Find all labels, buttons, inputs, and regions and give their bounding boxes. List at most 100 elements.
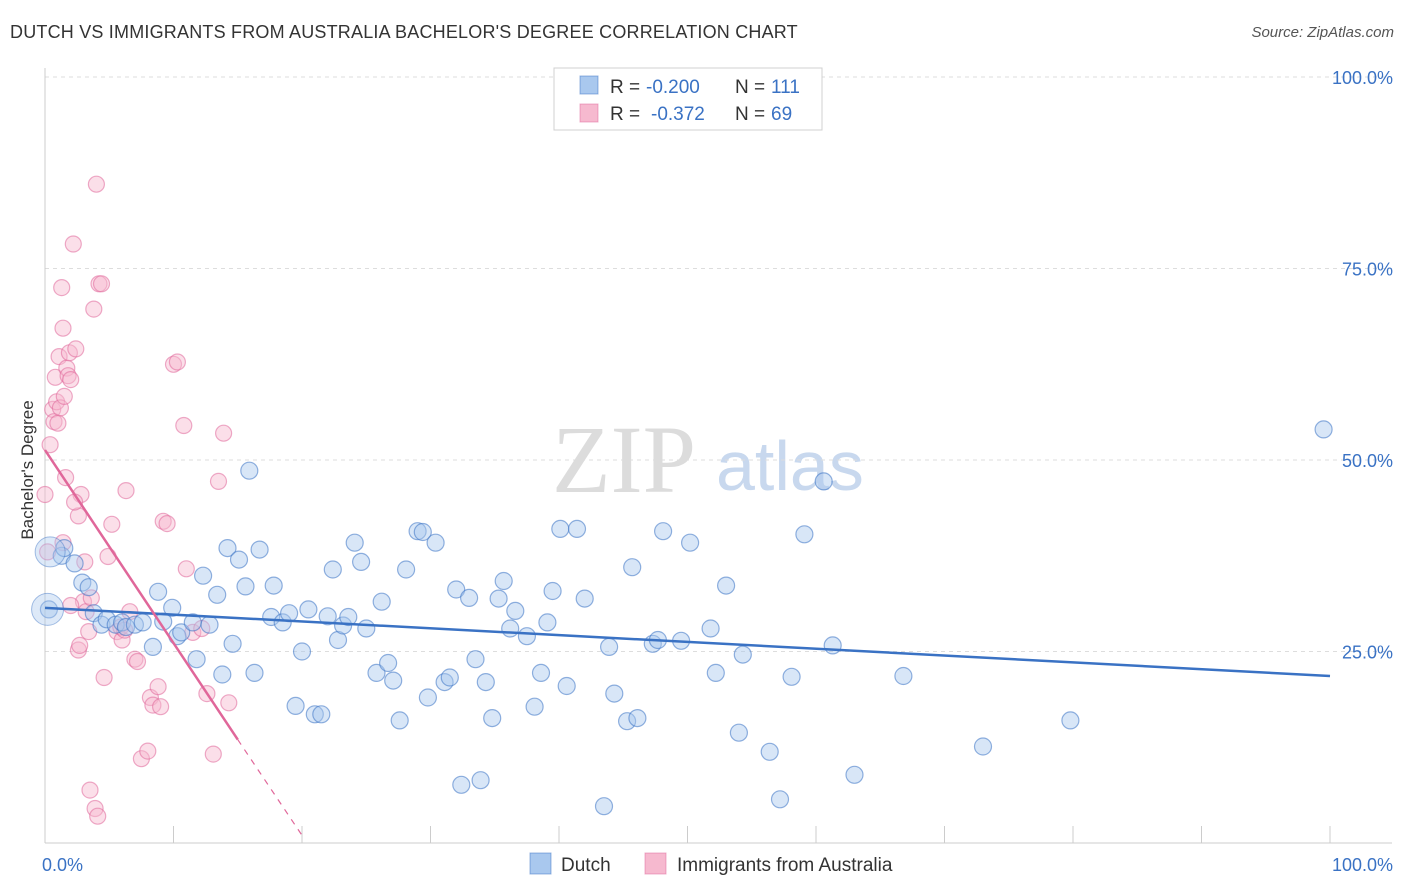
dutch-point-14 xyxy=(143,637,162,657)
australia-point-50 xyxy=(177,560,195,578)
australia-point-7 xyxy=(49,414,67,432)
dutch-point-30 xyxy=(240,461,259,480)
dutch-point-4 xyxy=(73,573,92,592)
dutch-point-27 xyxy=(223,634,242,653)
legend-bottom-label-dutch: Dutch xyxy=(561,855,611,876)
dutch-point-69 xyxy=(489,589,508,608)
trend-line-dutch xyxy=(44,606,1331,678)
trend-line-australia-extension xyxy=(237,739,303,836)
correlation-legend: R = -0.200 N = 111 R = -0.372 N = 69 xyxy=(553,67,823,131)
legend-bottom-label-australia: Immigrants from Australia xyxy=(677,855,893,876)
y-axis-label: Bachelor's Degree xyxy=(18,400,37,539)
dutch-point-63 xyxy=(452,775,471,794)
australia-point-17 xyxy=(62,371,80,389)
dutch-point-102 xyxy=(814,472,833,491)
australia-point-20 xyxy=(69,507,88,525)
source-credit: Source: ZipAtlas.com xyxy=(1251,24,1394,41)
dutch-point-107 xyxy=(1061,711,1080,730)
dutch-point-51 xyxy=(372,592,391,611)
dutch-point-108 xyxy=(1314,420,1333,439)
dutch-point-57 xyxy=(413,522,432,542)
dutch-point-35 xyxy=(273,613,292,632)
australia-point-40 xyxy=(139,742,157,760)
dutch-point-25 xyxy=(213,665,232,684)
dutch-point-94 xyxy=(706,663,725,683)
dutch-point-61 xyxy=(440,668,459,687)
dutch-point-29 xyxy=(236,577,255,596)
dutch-point-5 xyxy=(79,578,98,597)
dutch-point-98 xyxy=(760,742,779,761)
dutch-point-66 xyxy=(471,771,490,790)
dutch-point-17 xyxy=(163,598,182,617)
dutch-point-72 xyxy=(506,601,525,621)
australia-point-55 xyxy=(209,472,228,490)
dutch-point-39 xyxy=(299,600,318,619)
dutch-point-68 xyxy=(483,708,502,728)
dutch-point-64 xyxy=(460,588,479,608)
australia-point-35 xyxy=(117,482,135,500)
dutch-point-28 xyxy=(229,550,249,569)
dutch-point-105 xyxy=(894,666,913,686)
dutch-point-95 xyxy=(716,576,736,595)
dutch-point-65 xyxy=(466,650,485,669)
dutch-point-34 xyxy=(264,576,283,595)
legend-r-label-blue: R = xyxy=(610,77,640,98)
dutch-point-96 xyxy=(729,723,749,742)
dutch-point-2 xyxy=(55,538,74,558)
australia-point-30 xyxy=(95,668,113,687)
australia-point-43 xyxy=(149,678,167,696)
dutch-point-52 xyxy=(379,653,398,673)
dutch-point-76 xyxy=(538,613,557,632)
dutch-point-87 xyxy=(628,708,647,728)
dutch-point-99 xyxy=(770,790,790,809)
australia-point-38 xyxy=(128,652,147,671)
australia-point-25 xyxy=(82,589,100,607)
australia-point-12 xyxy=(55,387,73,405)
dutch-point-93 xyxy=(701,619,720,638)
australia-point-19 xyxy=(67,340,85,358)
dutch-point-49 xyxy=(357,619,376,638)
legend-r-label-pink: R = xyxy=(610,104,640,125)
series-legend: Dutch Immigrants from Australia xyxy=(529,852,893,876)
australia-point-62 xyxy=(71,636,89,655)
dutch-point-97 xyxy=(733,645,752,664)
axes xyxy=(44,68,1392,844)
australia-point-64 xyxy=(62,596,80,615)
dutch-point-32 xyxy=(250,540,269,559)
x-tick-label-100: 100.0% xyxy=(1332,855,1393,875)
dutch-point-13 xyxy=(133,613,152,632)
dutch-point-78 xyxy=(551,519,570,539)
dutch-point-67 xyxy=(476,672,495,692)
dutch-point-cluster-large-0 xyxy=(34,536,66,568)
australia-point-27 xyxy=(87,175,106,193)
y-tick-label-25: 25.0% xyxy=(1342,643,1393,663)
dutch-point-45 xyxy=(334,616,353,635)
tick-labels: 25.0% 50.0% 75.0% 100.0% 0.0% 100.0% xyxy=(42,68,1393,875)
dutch-point-41 xyxy=(312,705,331,724)
dutch-point-21 xyxy=(187,650,206,669)
legend-r-value-pink: -0.372 xyxy=(651,104,705,125)
dutch-point-36 xyxy=(280,604,299,623)
dutch-point-104 xyxy=(845,765,864,784)
dutch-point-103 xyxy=(823,636,842,655)
trend-lines xyxy=(43,449,1331,836)
australia-point-11 xyxy=(54,319,72,337)
australia-point-57 xyxy=(220,694,238,712)
dutch-point-55 xyxy=(397,560,416,579)
dutch-point-54 xyxy=(390,711,409,730)
australia-point-37 xyxy=(126,650,144,668)
dutch-point-37 xyxy=(286,696,305,716)
dutch-point-44 xyxy=(328,630,348,650)
dutch-point-56 xyxy=(408,522,427,541)
dutch-point-81 xyxy=(575,589,594,608)
dutch-point-106 xyxy=(973,737,993,756)
legend-swatch-pink xyxy=(579,103,599,123)
dutch-point-75 xyxy=(531,663,551,683)
australia-point-0 xyxy=(36,485,54,504)
dutch-point-86 xyxy=(623,558,642,577)
australia-point-26 xyxy=(85,300,103,318)
dutch-point-100 xyxy=(782,667,801,686)
dutch-point-62 xyxy=(447,580,466,599)
dutch-point-22 xyxy=(194,566,213,585)
